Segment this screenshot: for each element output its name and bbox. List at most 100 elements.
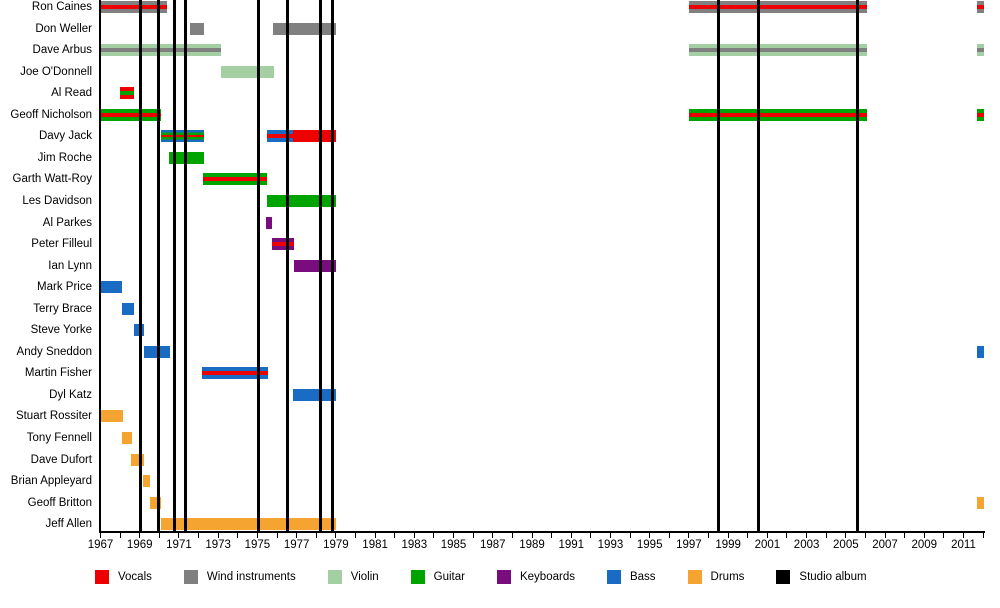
studio-album-line xyxy=(184,0,188,531)
x-axis-year-label: 1991 xyxy=(558,539,585,551)
member-label: Dave Dufort xyxy=(30,453,92,466)
member-bar xyxy=(221,65,275,78)
x-axis-year-label: 1967 xyxy=(87,539,114,551)
x-axis-tick xyxy=(413,533,415,538)
x-axis-year-label: 1973 xyxy=(205,539,231,551)
x-axis-tick xyxy=(766,533,768,538)
member-label: Andy Sneddon xyxy=(16,345,92,358)
member-bar xyxy=(133,324,144,337)
member-label: Joe O'Donnell xyxy=(20,65,92,78)
member-bar xyxy=(100,44,222,57)
x-axis-tick xyxy=(100,533,101,538)
studio-album-line xyxy=(156,0,160,531)
member-label: Steve Yorke xyxy=(30,324,92,337)
legend-swatch-bass xyxy=(606,570,621,584)
member-label: Ian Lynn xyxy=(48,259,92,272)
x-axis-tick xyxy=(256,533,258,538)
x-axis-year-label: 2005 xyxy=(833,539,859,551)
member-bar xyxy=(100,410,124,423)
x-axis-year-label: 1997 xyxy=(676,539,702,551)
member-bar xyxy=(272,238,294,251)
member-bar xyxy=(203,173,268,186)
legend-item: Drums xyxy=(687,570,744,584)
x-axis-tick xyxy=(982,533,984,538)
member-bar xyxy=(688,44,868,57)
member-label: Dave Arbus xyxy=(32,44,92,57)
studio-album-line xyxy=(331,0,335,531)
x-axis-tick xyxy=(629,533,631,538)
x-axis-tick xyxy=(158,533,160,538)
member-label: Brian Appleyard xyxy=(10,475,92,488)
y-axis-line xyxy=(99,0,101,533)
member-bar xyxy=(149,496,162,509)
x-axis-tick xyxy=(139,533,141,538)
x-axis-tick xyxy=(649,533,651,538)
x-axis-tick xyxy=(727,533,729,538)
member-bar xyxy=(292,388,336,401)
x-axis-tick xyxy=(943,533,945,538)
legend: Vocals Wind instruments Violin Guitar Keyboa… xyxy=(95,570,867,584)
x-axis-year-label: 2011 xyxy=(951,539,976,551)
legend-item: Studio album xyxy=(776,570,867,584)
x-axis-year-label: 2001 xyxy=(754,539,781,551)
legend-swatch-vocals xyxy=(95,570,109,584)
x-axis-tick xyxy=(708,533,710,538)
x-axis-tick xyxy=(531,533,533,538)
x-axis-year-label: 1981 xyxy=(362,539,388,551)
x-axis-year-label: 1989 xyxy=(519,539,545,551)
legend-item: Violin xyxy=(327,570,379,584)
legend-swatch-keyboards xyxy=(496,570,511,584)
member-label: Mark Price xyxy=(37,281,92,294)
member-label: Don Weller xyxy=(35,22,92,35)
x-axis-tick xyxy=(315,533,317,538)
member-bar xyxy=(142,475,150,488)
member-bar xyxy=(202,367,269,380)
x-axis-year-label: 2009 xyxy=(911,539,938,551)
x-axis-tick xyxy=(237,533,239,538)
x-axis-tick xyxy=(374,533,376,538)
x-axis-year-label: 2007 xyxy=(872,539,898,551)
legend-label: Guitar xyxy=(433,571,465,583)
x-axis-tick xyxy=(609,533,611,538)
x-axis-year-label: 1979 xyxy=(323,539,349,551)
x-axis-year-label: 1985 xyxy=(440,539,467,551)
x-axis-tick xyxy=(217,533,219,538)
x-axis-year-label: 1983 xyxy=(401,539,428,551)
x-axis-tick xyxy=(198,533,200,538)
x-axis-tick xyxy=(806,533,808,538)
x-axis-tick xyxy=(394,533,396,538)
x-axis-year-label: 1995 xyxy=(636,539,663,551)
legend-label: Violin xyxy=(350,571,379,583)
member-bar xyxy=(292,130,336,143)
legend-label: Studio album xyxy=(799,571,867,583)
x-axis-tick xyxy=(433,533,435,538)
x-axis-year-label: 1977 xyxy=(283,539,310,551)
x-axis-tick xyxy=(825,533,827,538)
member-bar xyxy=(688,108,868,121)
member-label: Dyl Katz xyxy=(49,388,92,401)
x-axis-year-label: 1993 xyxy=(597,539,624,551)
member-bar xyxy=(189,22,205,35)
x-axis-tick xyxy=(551,533,553,538)
studio-album-line xyxy=(757,0,761,531)
member-bar xyxy=(977,1,985,13)
x-axis-tick xyxy=(904,533,906,538)
legend-item: Wind instruments xyxy=(183,570,296,584)
member-bar xyxy=(161,518,336,531)
member-bar xyxy=(273,22,336,35)
member-label: Geoff Britton xyxy=(27,496,92,509)
member-label: Garth Watt-Roy xyxy=(12,173,92,186)
x-axis-tick xyxy=(786,533,788,538)
x-axis-tick xyxy=(747,533,749,538)
legend-swatch-drums xyxy=(687,570,702,584)
studio-album-line xyxy=(172,0,176,531)
member-bar xyxy=(122,432,132,444)
member-bar xyxy=(977,345,985,358)
member-bar xyxy=(977,108,985,121)
x-axis-tick xyxy=(864,533,866,538)
member-label: Al Parkes xyxy=(42,216,92,229)
member-label: Peter Filleul xyxy=(31,238,92,251)
x-axis-year-label: 1999 xyxy=(715,539,741,551)
studio-album-line xyxy=(856,0,860,531)
